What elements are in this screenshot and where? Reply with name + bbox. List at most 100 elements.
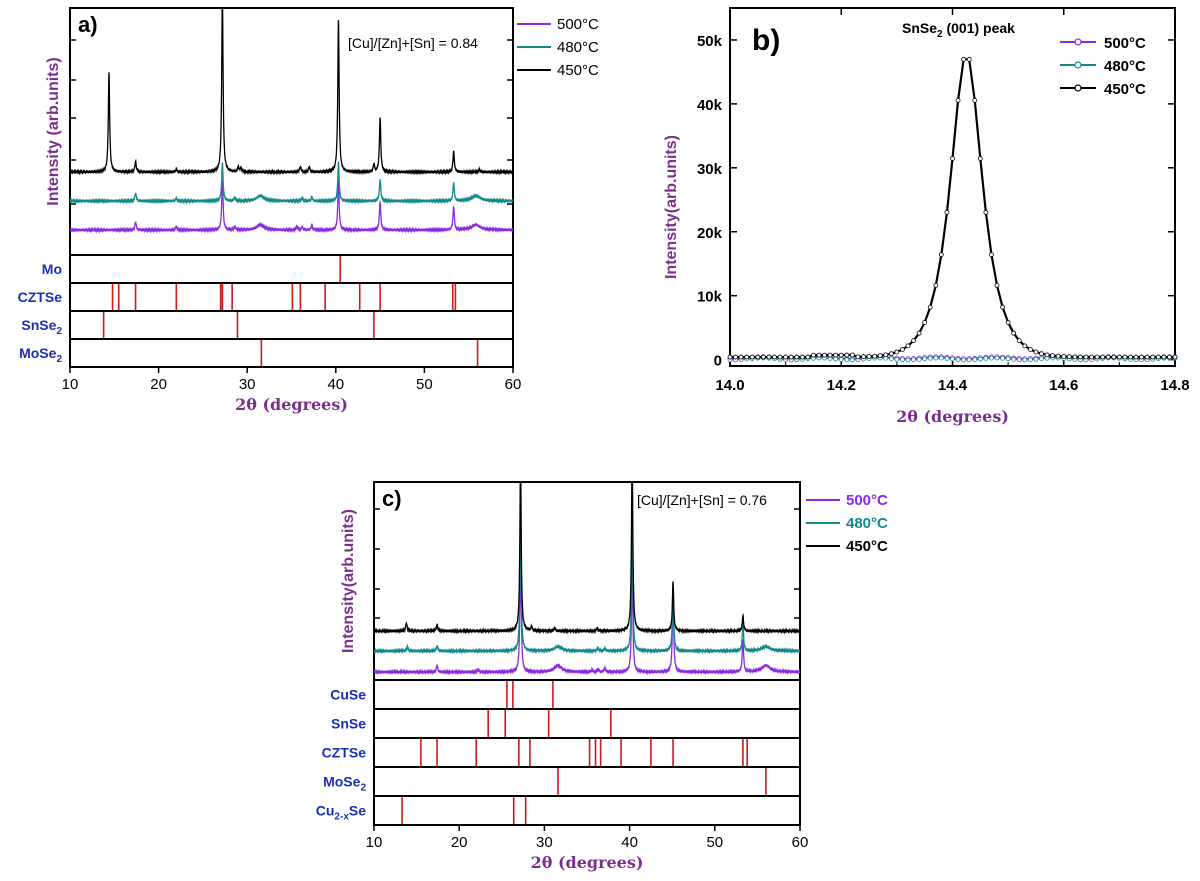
series-point-b-1	[989, 355, 994, 361]
series-point-b-2	[877, 353, 883, 359]
series-point-b-2	[911, 338, 916, 344]
y-tick-label-b-0: 0	[714, 353, 722, 370]
y-axis-label-c: Intensity(arb.units)	[340, 509, 357, 653]
series-point-b-2	[888, 351, 894, 357]
series-point-b-2	[816, 352, 822, 358]
series-point-b-2	[799, 354, 805, 360]
series-point-b-1	[1039, 356, 1044, 362]
series-point-b-1	[1005, 356, 1011, 362]
ref-strip-a-3	[69, 338, 514, 368]
annotation-a: [Cu]/[Zn]+[Sn] = 0.84	[348, 35, 478, 51]
series-point-b-2	[1072, 354, 1078, 360]
ref-strip-a-1	[69, 282, 514, 312]
series-point-b-2	[838, 352, 844, 358]
series-point-b-2	[1105, 354, 1111, 360]
ref-strip-c-2	[373, 737, 801, 768]
series-point-b-2	[1144, 354, 1150, 360]
series-point-b-1	[894, 356, 900, 362]
legend-marker-b-0	[1074, 38, 1082, 46]
series-point-b-2	[1172, 354, 1178, 360]
series-point-b-1	[833, 356, 839, 362]
legend-label-b-1: 480°C	[1104, 58, 1146, 75]
series-point-b-2	[805, 354, 811, 360]
ref-strip-c-4	[373, 795, 801, 826]
series-point-b-2	[1039, 351, 1044, 357]
x-tick-label-c-5: 60	[792, 834, 809, 851]
ref-label-c-1: SnSe	[331, 716, 366, 732]
legend-label-b-0: 500°C	[1104, 35, 1146, 52]
series-point-b-2	[922, 320, 928, 325]
series-point-b-2	[894, 349, 900, 355]
series-point-b-2	[905, 343, 911, 349]
ref-label-c-2: CZTSe	[322, 745, 367, 761]
series-point-b-1	[1000, 355, 1005, 361]
x-tick-label-a-4: 50	[416, 376, 433, 393]
x-tick-label-b-2: 14.4	[938, 377, 968, 394]
series-point-b-2	[760, 354, 766, 360]
series-point-b-2	[811, 352, 816, 358]
series-point-b-2	[822, 352, 827, 358]
series-point-b-1	[938, 355, 944, 361]
series-point-b-1	[1022, 357, 1028, 363]
series-point-b-2	[938, 252, 944, 258]
series-point-b-2	[783, 354, 789, 360]
x-axis-label-a: 2θ (degrees)	[235, 395, 348, 414]
series-point-b-2	[1027, 347, 1033, 352]
ref-strip-c-3	[373, 766, 801, 797]
series-point-b-2	[900, 347, 905, 352]
annotation-c: [Cu]/[Zn]+[Sn] = 0.76	[637, 492, 767, 508]
series-point-b-2	[1155, 354, 1161, 360]
series-point-b-2	[1128, 354, 1133, 360]
series-point-b-2	[1133, 354, 1139, 360]
y-axis-label-a: Intensity (arb.units)	[45, 57, 62, 205]
series-point-b-2	[1061, 354, 1067, 359]
series-point-b-2	[755, 354, 761, 360]
panel-label-c: c)	[382, 486, 402, 511]
x-tick-label-a-1: 20	[150, 376, 167, 393]
series-point-b-2	[1094, 354, 1100, 360]
series-point-b-1	[961, 357, 967, 363]
series-point-b-2	[788, 354, 794, 360]
series-point-b-2	[883, 352, 889, 358]
x-tick-label-b-1: 14.2	[827, 377, 856, 394]
ref-label-a-0: Mo	[42, 261, 62, 277]
series-point-b-2	[1167, 354, 1172, 360]
ref-label-a-1: CZTSe	[18, 289, 63, 305]
legend-marker-b-1	[1074, 61, 1082, 69]
series-point-b-2	[727, 354, 733, 360]
ref-label-a-3: MoSe2	[19, 345, 62, 365]
series-point-b-1	[905, 357, 911, 363]
series-point-b-2	[933, 282, 939, 288]
series-point-b-2	[1005, 320, 1011, 325]
series-point-b-1	[933, 355, 939, 361]
x-tick-label-a-3: 40	[327, 376, 344, 393]
x-tick-label-b-3: 14.6	[1049, 377, 1078, 394]
ref-strip-c-0	[373, 679, 801, 710]
series-point-b-2	[1000, 304, 1005, 310]
series-line-b-450C	[730, 58, 1175, 359]
series-point-b-2	[772, 354, 777, 360]
series-point-b-1	[916, 356, 922, 362]
y-tick-label-b-4: 40k	[697, 97, 723, 114]
legend-label-a-0: 500°C	[557, 16, 599, 33]
series-point-b-2	[872, 353, 878, 359]
series-point-b-2	[766, 354, 772, 360]
panel-label-b: b)	[752, 24, 780, 57]
series-point-b-2	[733, 354, 738, 360]
series-point-b-1	[911, 357, 916, 363]
series-point-b-1	[944, 356, 950, 361]
series-point-b-2	[749, 354, 755, 360]
series-point-b-2	[1100, 354, 1106, 360]
x-tick-label-c-0: 10	[366, 834, 383, 851]
ref-strip-a-2	[69, 310, 514, 340]
x-tick-label-c-1: 20	[451, 834, 468, 851]
series-point-b-2	[1111, 354, 1117, 360]
ref-label-c-0: CuSe	[330, 687, 366, 703]
series-point-b-1	[888, 356, 894, 362]
series-line-a-480C	[70, 161, 513, 205]
x-tick-label-b-0: 14.0	[715, 377, 744, 394]
series-point-b-2	[1122, 354, 1128, 360]
series-point-b-2	[827, 352, 833, 358]
series-point-b-1	[838, 357, 844, 362]
series-point-b-2	[738, 354, 744, 360]
